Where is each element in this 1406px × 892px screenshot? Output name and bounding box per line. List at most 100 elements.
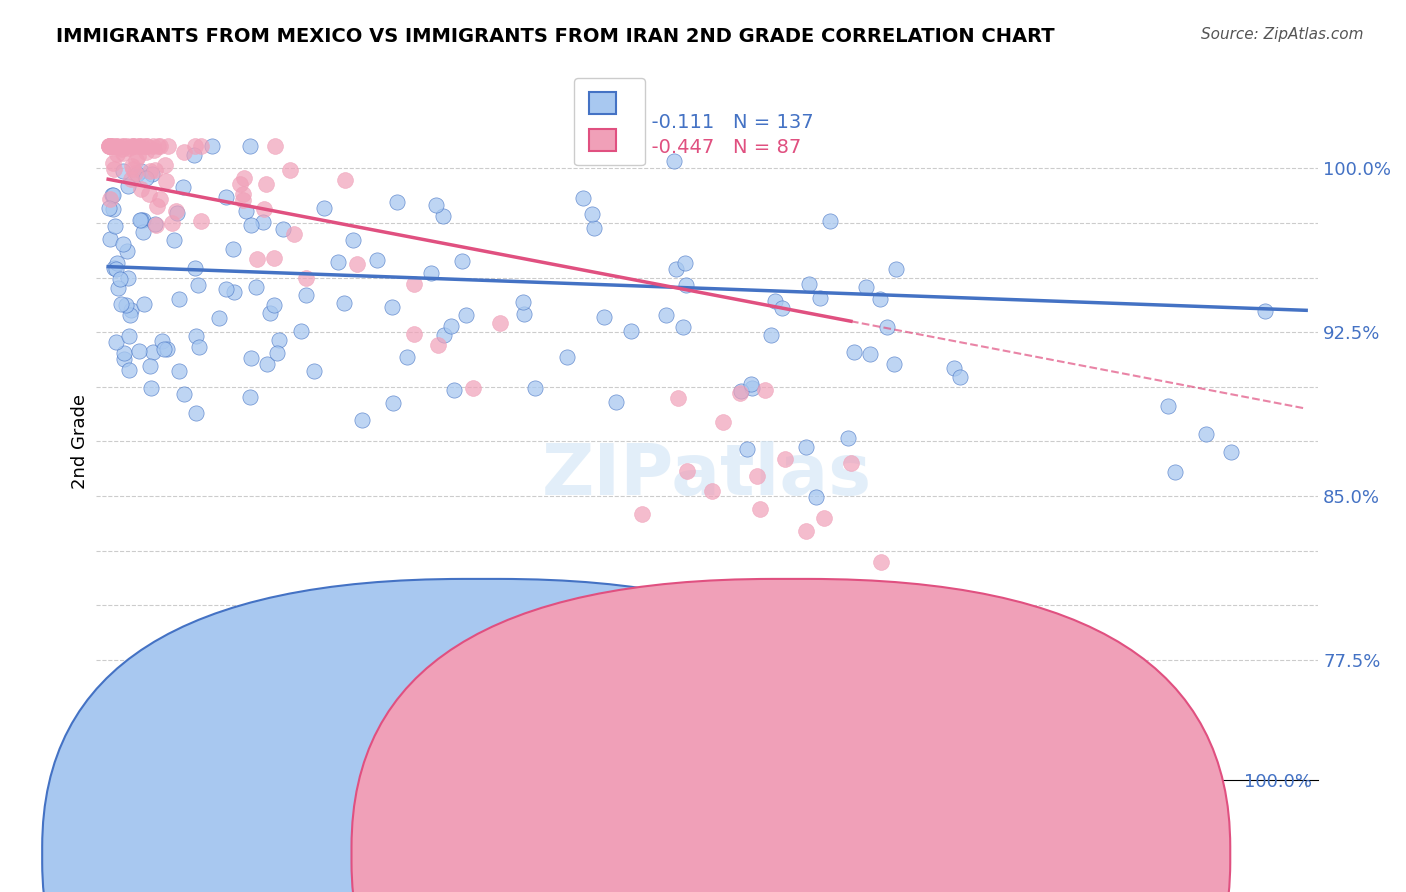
Point: [763, 294, 786, 309]
Point: [450, 254, 472, 268]
Point: [949, 370, 972, 384]
Point: [129, 212, 152, 227]
Point: [163, 233, 186, 247]
Point: [184, 139, 207, 153]
Point: [855, 279, 877, 293]
Point: [187, 340, 209, 354]
Point: [813, 510, 835, 524]
Point: [728, 385, 751, 400]
Point: [461, 381, 484, 395]
Point: [253, 202, 276, 216]
Point: [748, 501, 770, 516]
Point: [165, 204, 187, 219]
Point: [138, 186, 160, 201]
Point: [808, 291, 831, 305]
Point: [115, 139, 138, 153]
Point: [804, 491, 827, 505]
Point: [121, 162, 143, 177]
Point: [366, 253, 388, 268]
Point: [295, 271, 318, 285]
Point: [132, 213, 155, 227]
Point: [385, 195, 408, 210]
Point: [142, 345, 165, 359]
Point: [128, 212, 150, 227]
Point: [636, 697, 658, 711]
Point: [162, 216, 184, 230]
Point: [222, 242, 245, 256]
Point: [943, 360, 966, 375]
Point: [132, 225, 155, 239]
Point: [143, 218, 166, 232]
Point: [312, 201, 335, 215]
Point: [98, 139, 121, 153]
Point: [155, 174, 177, 188]
Point: [269, 333, 291, 347]
Point: [454, 308, 477, 322]
Point: [135, 171, 157, 186]
Text: IMMIGRANTS FROM MEXICO VS IMMIGRANTS FROM IRAN 2ND GRADE CORRELATION CHART: IMMIGRANTS FROM MEXICO VS IMMIGRANTS FRO…: [56, 27, 1054, 45]
Point: [239, 390, 262, 404]
Point: [259, 306, 281, 320]
Point: [112, 145, 135, 160]
Point: [665, 261, 688, 276]
Point: [111, 139, 134, 153]
Point: [122, 139, 145, 153]
Point: [263, 251, 285, 265]
Point: [302, 363, 325, 377]
Point: [675, 278, 697, 293]
Point: [135, 139, 157, 153]
Point: [402, 327, 425, 342]
Point: [139, 380, 162, 394]
Point: [125, 153, 148, 168]
Point: [224, 285, 246, 299]
Point: [837, 431, 859, 445]
Point: [382, 396, 405, 410]
Point: [101, 139, 124, 153]
Point: [266, 345, 288, 359]
Point: [121, 139, 143, 153]
Point: [572, 190, 595, 204]
Point: [235, 203, 257, 218]
Point: [672, 319, 695, 334]
Point: [240, 351, 263, 366]
Point: [120, 172, 142, 186]
Point: [592, 310, 614, 325]
Point: [208, 310, 231, 325]
Point: [150, 334, 173, 348]
Point: [104, 261, 127, 276]
Point: [278, 162, 301, 177]
Y-axis label: 2nd Grade: 2nd Grade: [72, 394, 89, 489]
Point: [333, 295, 356, 310]
Point: [271, 222, 294, 236]
Point: [152, 343, 174, 357]
Point: [98, 201, 121, 215]
Point: [290, 324, 312, 338]
Point: [869, 292, 891, 306]
Text: 100.0%: 100.0%: [1244, 773, 1312, 791]
Point: [118, 141, 141, 155]
Point: [676, 464, 699, 478]
Point: [128, 139, 150, 153]
Point: [139, 164, 162, 178]
Point: [143, 143, 166, 157]
Point: [131, 139, 153, 153]
Point: [166, 205, 188, 219]
Point: [605, 394, 627, 409]
Point: [100, 188, 122, 202]
Point: [135, 139, 157, 153]
Point: [105, 147, 128, 161]
Point: [524, 381, 547, 395]
Point: [125, 167, 148, 181]
Point: [104, 219, 127, 233]
Point: [173, 145, 195, 160]
Point: [201, 139, 224, 153]
Point: [120, 302, 142, 317]
Point: [105, 139, 128, 153]
Point: [112, 351, 135, 366]
Point: [346, 257, 368, 271]
Point: [167, 292, 190, 306]
Point: [252, 215, 274, 229]
Point: [117, 244, 139, 259]
Point: [122, 139, 145, 153]
Point: [145, 218, 167, 232]
